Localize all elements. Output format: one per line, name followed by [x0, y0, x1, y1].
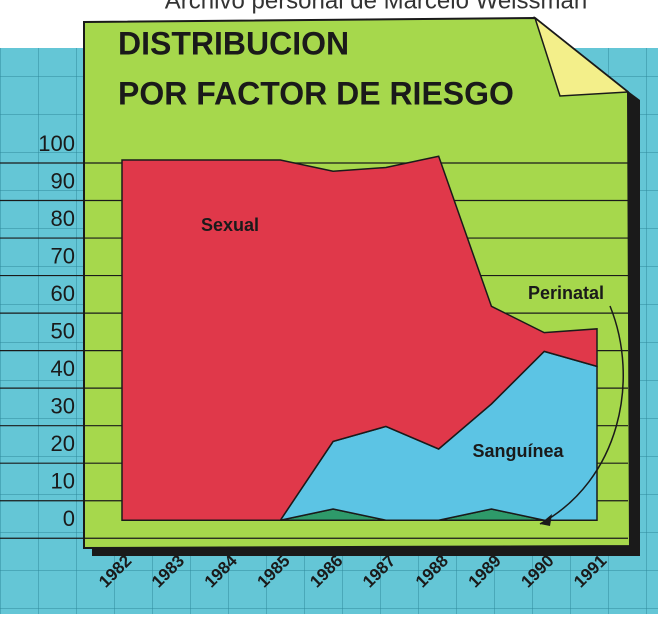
- series-label: Perinatal: [528, 283, 604, 303]
- series-label: Sexual: [201, 215, 259, 235]
- chart-title: DISTRIBUCION: [118, 25, 349, 61]
- y-tick-label: 70: [51, 243, 75, 268]
- chart-title: POR FACTOR DE RIESGO: [118, 75, 514, 111]
- arrow-head: [540, 514, 552, 526]
- y-tick-label: 30: [51, 393, 75, 418]
- y-tick-label: 90: [51, 168, 75, 193]
- series-label: Sanguínea: [472, 441, 564, 461]
- paper-fold: [533, 15, 631, 97]
- y-tick-label: 50: [51, 318, 75, 343]
- caption: Archivo personal de Marcelo Weissman: [165, 0, 587, 14]
- y-tick-label: 60: [51, 281, 75, 306]
- y-tick-label: 0: [63, 506, 75, 531]
- y-tick-label: 10: [51, 469, 75, 494]
- area: [121, 155, 598, 521]
- y-tick-label: 80: [51, 206, 75, 231]
- annotation-arrow: [539, 305, 624, 525]
- y-tick-label: 20: [51, 431, 75, 456]
- y-tick-label: 40: [51, 356, 75, 381]
- y-tick-label: 100: [38, 131, 75, 156]
